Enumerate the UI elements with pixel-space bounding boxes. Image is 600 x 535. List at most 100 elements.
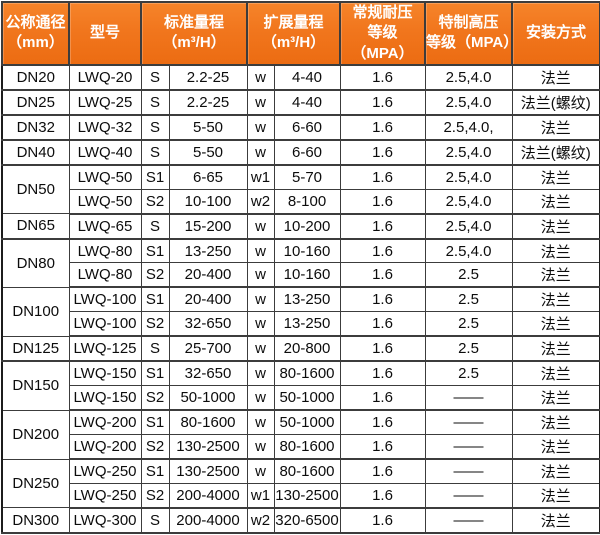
cell-press: 1.6 [339, 114, 426, 141]
cell-ext: 50-1000 [273, 385, 341, 412]
cell-install: 法兰 [511, 213, 600, 240]
cell-model: LWQ-80 [68, 262, 142, 289]
cell-s: S1 [140, 360, 170, 387]
cell-dn: DN25 [1, 89, 70, 116]
cell-press: 1.6 [339, 188, 426, 215]
table-row: DN300 LWQ-300 S 200-4000 w2 320-6500 1.6 —— 法兰 [1, 507, 600, 535]
cell-install: 法兰 [511, 507, 600, 535]
cell-install: 法兰 [511, 286, 600, 313]
cell-w: w [246, 238, 275, 264]
cell-std: 200-4000 [168, 482, 248, 509]
header-ext-range-line1: 扩展量程 [263, 14, 324, 32]
cell-high: —— [424, 458, 513, 484]
cell-dn: DN65 [1, 213, 70, 240]
cell-ext: 80-1600 [273, 360, 341, 387]
cell-ext: 10-200 [273, 213, 341, 240]
table-row: LWQ-200 S2 130-2500 w 80-1600 1.6 —— 法兰 [2, 434, 600, 461]
cell-w: w [246, 64, 275, 91]
table-row: DN150 LWQ-150 S1 32-650 w 80-1600 1.6 2.5 法兰 [1, 360, 600, 411]
cell-press: 1.6 [339, 286, 426, 313]
header-ext-range-line2: （m³/H） [261, 34, 326, 52]
cell-press: 1.6 [339, 213, 426, 240]
cell-press: 1.6 [339, 139, 426, 166]
cell-w: w [246, 360, 275, 387]
cell-s: S [140, 89, 170, 116]
cell-dn: DN300 [1, 507, 70, 535]
cell-s: S2 [140, 311, 170, 338]
cell-install: 法兰 [511, 434, 600, 461]
header-pressure-line1: 常规耐压 [352, 4, 413, 21]
header-ext-range: 扩展量程 （m³/H） [246, 1, 341, 66]
cell-dn: DN150 [1, 360, 70, 411]
cell-press: 1.6 [339, 335, 426, 363]
table-row: DN125 LWQ-125 S 25-700 w 20-800 1.6 2.5 法兰 [1, 335, 600, 363]
cell-high: 2.5 [424, 286, 513, 313]
cell-model: LWQ-100 [68, 311, 142, 338]
cell-high: —— [424, 507, 513, 535]
header-pressure: 常规耐压等级（MPA） [339, 1, 426, 66]
cell-dn: DN100 [1, 286, 70, 337]
header-dn-line1: 公称通径 [5, 14, 66, 32]
cell-high: —— [424, 434, 513, 461]
cell-w: w [246, 213, 275, 240]
cell-ext: 50-1000 [273, 409, 341, 436]
cell-model: LWQ-50 [68, 188, 142, 215]
cell-press: 1.6 [339, 385, 426, 412]
header-row: 公称通径 （mm） 型号 标准量程 （m³/H） 扩展量程 （m³/H） 常规耐压 等级（MPA… [1, 1, 600, 66]
cell-std: 130-2500 [168, 458, 248, 484]
cell-std: 13-250 [168, 238, 248, 264]
cell-press: 1.6 [339, 89, 426, 116]
cell-dn: DN20 [1, 64, 70, 91]
cell-w: w [246, 458, 275, 484]
cell-ext: 4-40 [273, 89, 341, 116]
header-high-pressure: 特制高压 等级（MPA） [424, 1, 519, 66]
cell-dn: DN32 [1, 114, 70, 141]
cell-install: 法兰 [511, 458, 600, 484]
cell-dn: DN80 [1, 238, 70, 288]
cell-std: 2.2-25 [168, 64, 248, 91]
table-row: DN65 LWQ-65 S 15-200 w 10-200 1.6 2.5,4.0 法兰 [1, 213, 600, 240]
cell-s: S2 [140, 434, 170, 461]
cell-w: w1 [246, 164, 275, 190]
cell-std: 6-65 [168, 164, 248, 190]
cell-high: —— [424, 409, 513, 436]
cell-w: w [246, 434, 275, 461]
cell-w: w [246, 139, 275, 166]
cell-std: 200-4000 [168, 507, 248, 535]
cell-install: 法兰 [511, 335, 600, 363]
cell-model: LWQ-125 [68, 335, 142, 363]
cell-std: 10-100 [168, 188, 248, 215]
cell-w: w [246, 409, 275, 436]
cell-dn: DN125 [1, 335, 70, 363]
cell-model: LWQ-250 [68, 482, 142, 509]
cell-std: 25-700 [168, 335, 248, 363]
cell-high: 2.5,4.0, [424, 114, 513, 141]
header-pressure-line2: 等级（MPA） [351, 24, 414, 62]
header-high-pressure-line2: 等级（MPA） [426, 34, 519, 52]
cell-high: 2.5,4.0 [424, 89, 513, 116]
cell-press: 1.6 [339, 64, 426, 91]
cell-high: 2.5,4.0 [424, 213, 513, 240]
cell-model: LWQ-25 [68, 89, 142, 116]
cell-install: 法兰 [511, 262, 600, 289]
cell-install: 法兰 [511, 188, 600, 215]
cell-install: 法兰 [511, 238, 600, 264]
cell-s: S2 [140, 188, 170, 215]
cell-std: 20-400 [168, 286, 248, 313]
cell-s: S [140, 139, 170, 166]
cell-w: w [246, 335, 275, 363]
cell-model: LWQ-80 [68, 238, 142, 264]
table-row: DN20 LWQ-20 S 2.2-25 w 4-40 1.6 2.5,4.0 法兰 [1, 64, 600, 91]
cell-s: S2 [140, 385, 170, 412]
cell-install: 法兰(螺纹) [511, 139, 600, 166]
cell-s: S [140, 64, 170, 91]
cell-model: LWQ-150 [68, 360, 142, 387]
cell-s: S1 [140, 286, 170, 313]
table-row: LWQ-150 S2 50-1000 w 50-1000 1.6 —— 法兰 [2, 385, 600, 412]
cell-press: 1.6 [339, 507, 426, 535]
table-header: 公称通径 （mm） 型号 标准量程 （m³/H） 扩展量程 （m³/H） 常规耐压 等级（MPA… [1, 1, 600, 66]
cell-s: S1 [140, 238, 170, 264]
cell-install: 法兰 [511, 409, 600, 436]
